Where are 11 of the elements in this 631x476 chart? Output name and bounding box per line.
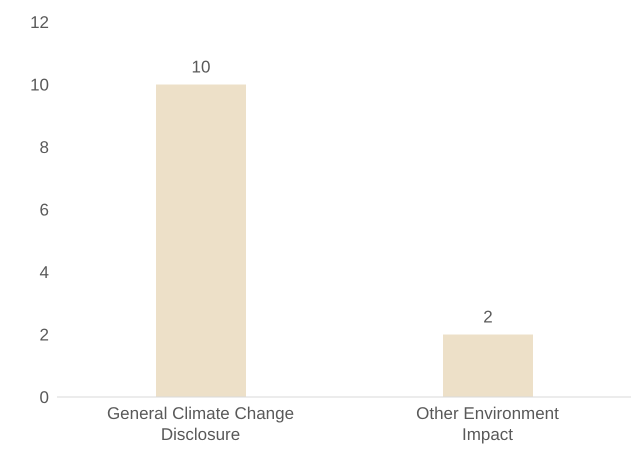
y-tick-label: 10 [30, 76, 49, 95]
x-tick-label: Other Environment Impact [416, 404, 560, 444]
x-tick-label: General Climate Change Disclosure [106, 404, 294, 444]
y-tick-label: 0 [40, 388, 49, 408]
y-tick-label: 2 [40, 326, 49, 345]
y-tick-label: 12 [30, 13, 49, 32]
y-tick-label: 4 [40, 263, 49, 282]
y-tick-label: 8 [40, 138, 49, 158]
y-tick-label: 6 [40, 200, 49, 220]
data-label: 2 [483, 308, 493, 326]
data-label: 10 [192, 58, 210, 76]
